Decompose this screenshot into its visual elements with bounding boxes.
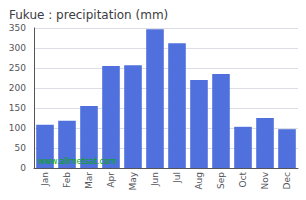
svg-text:250: 250 — [9, 63, 26, 73]
svg-text:100: 100 — [9, 123, 26, 133]
svg-text:May: May — [128, 171, 138, 190]
svg-text:Oct: Oct — [238, 172, 248, 188]
svg-text:Nov: Nov — [260, 171, 270, 189]
svg-text:150: 150 — [9, 103, 26, 113]
svg-text:Fukue : precipitation (mm): Fukue : precipitation (mm) — [9, 8, 168, 22]
svg-text:Feb: Feb — [62, 172, 72, 188]
svg-text:Aug: Aug — [194, 172, 204, 190]
svg-text:300: 300 — [9, 43, 26, 53]
svg-text:0: 0 — [20, 163, 26, 173]
svg-text:Dec: Dec — [282, 172, 292, 189]
svg-text:Mar: Mar — [84, 172, 94, 189]
svg-text:Sep: Sep — [216, 172, 226, 189]
svg-text:50: 50 — [15, 143, 27, 153]
svg-text:350: 350 — [9, 23, 26, 33]
svg-text:Jun: Jun — [150, 172, 160, 187]
svg-text:www.allmetsat.com: www.allmetsat.com — [38, 157, 117, 166]
svg-text:Jan: Jan — [40, 172, 50, 187]
svg-text:Apr: Apr — [106, 172, 116, 188]
svg-text:200: 200 — [9, 83, 26, 93]
svg-text:Jul: Jul — [172, 172, 182, 184]
